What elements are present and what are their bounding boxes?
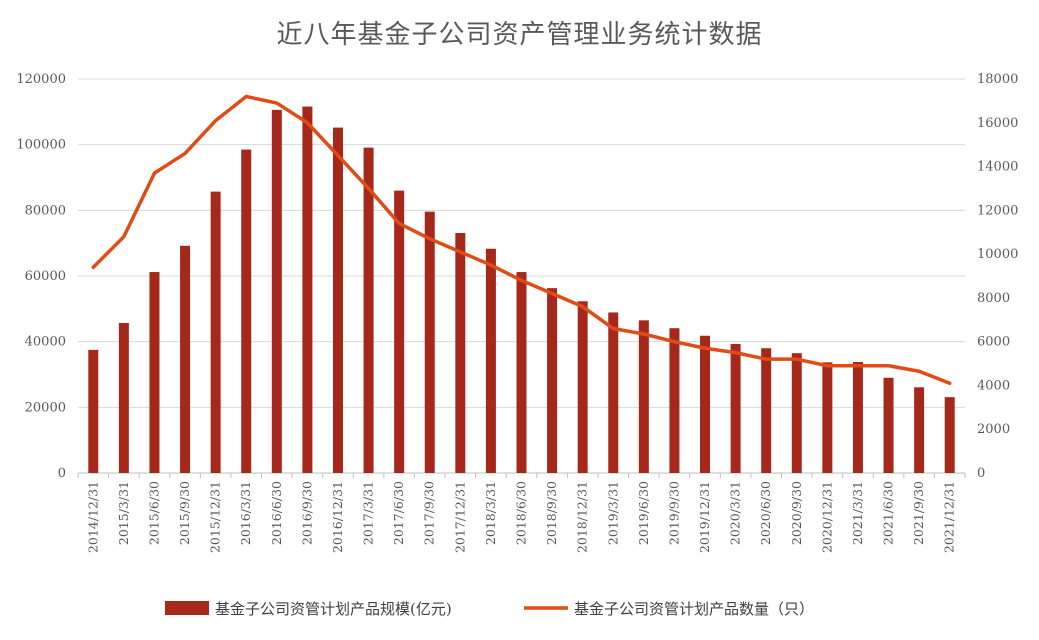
y-right-tick-label: 18000	[977, 72, 1018, 87]
bar	[332, 127, 343, 474]
bar	[577, 301, 588, 473]
bar	[241, 149, 252, 473]
y-left-tick-label: 80000	[25, 203, 66, 218]
x-tick-label: 2014/12/31	[85, 481, 100, 553]
x-tick-label: 2015/3/31	[116, 481, 131, 545]
bar	[455, 232, 466, 473]
x-tick-label: 2021/6/30	[881, 481, 896, 545]
y-left-tick-label: 120000	[16, 72, 66, 87]
bar	[883, 377, 894, 473]
bar	[424, 211, 435, 473]
legend-label-line: 基金子公司资管计划产品数量（只）	[574, 600, 814, 618]
x-tick-label: 2018/6/30	[514, 481, 529, 545]
bar	[914, 387, 925, 473]
bar	[180, 245, 191, 473]
x-tick-label: 2016/3/31	[238, 481, 253, 545]
legend-label-bar: 基金子公司资管计划产品规模(亿元)	[215, 600, 452, 618]
x-tick-label: 2021/12/31	[942, 481, 957, 553]
x-tick-label: 2017/3/31	[361, 481, 376, 545]
x-tick-label: 2018/3/31	[483, 481, 498, 545]
y-right-tick-label: 16000	[977, 116, 1018, 131]
x-tick-label: 2017/12/31	[452, 481, 467, 553]
x-tick-label: 2017/9/30	[422, 481, 437, 545]
y-left-tick-label: 40000	[25, 335, 66, 350]
bar	[363, 147, 374, 473]
y-right-tick-label: 2000	[977, 422, 1010, 437]
x-tick-label: 2015/12/31	[208, 481, 223, 553]
legend-swatch-bar	[165, 601, 209, 615]
y-right-tick-label: 6000	[977, 335, 1010, 350]
bar	[944, 397, 955, 473]
x-tick-label: 2021/9/30	[911, 481, 926, 545]
bar	[761, 348, 772, 473]
x-tick-label: 2016/12/31	[330, 481, 345, 553]
x-tick-label: 2017/6/30	[391, 481, 406, 545]
bar	[516, 272, 527, 473]
bar	[271, 109, 282, 473]
x-tick-label: 2019/6/30	[636, 481, 651, 545]
x-tick-label: 2016/9/30	[299, 481, 314, 545]
x-tick-label: 2019/3/31	[605, 481, 620, 545]
x-tick-label: 2018/12/31	[575, 481, 590, 553]
x-tick-label: 2019/12/31	[697, 481, 712, 553]
bar	[210, 191, 221, 473]
bar	[302, 106, 313, 473]
chart-title: 近八年基金子公司资产管理业务统计数据	[276, 20, 763, 50]
x-tick-label: 2021/3/31	[850, 481, 865, 545]
bar	[700, 335, 711, 473]
bar	[118, 322, 129, 473]
y-left-tick-label: 0	[58, 466, 66, 481]
x-tick-label: 2020/6/30	[758, 481, 773, 545]
bar	[638, 320, 649, 473]
bar	[608, 312, 619, 473]
bar	[88, 349, 99, 473]
y-left-tick-label: 100000	[16, 138, 66, 153]
bar	[730, 343, 741, 473]
y-right-tick-label: 10000	[977, 247, 1018, 262]
line-series	[91, 94, 952, 386]
bar	[791, 353, 802, 473]
y-left-tick-label: 60000	[25, 269, 66, 284]
x-tick-label: 2015/6/30	[146, 481, 161, 545]
x-tick-label: 2020/12/31	[819, 481, 834, 553]
x-tick-label: 2020/9/30	[789, 481, 804, 545]
x-tick-label: 2015/9/30	[177, 481, 192, 545]
bar	[149, 272, 160, 473]
x-tick-label: 2016/6/30	[269, 481, 284, 545]
bar	[822, 362, 833, 473]
bar	[547, 288, 558, 473]
bar	[852, 362, 863, 473]
bar	[485, 248, 496, 473]
y-right-tick-label: 0	[977, 466, 985, 481]
bar	[394, 190, 405, 473]
y-right-tick-label: 4000	[977, 378, 1010, 393]
bar	[669, 328, 680, 473]
y-right-tick-label: 8000	[977, 291, 1010, 306]
x-tick-label: 2018/9/30	[544, 481, 559, 545]
y-right-tick-label: 12000	[977, 203, 1018, 218]
x-tick-label: 2019/9/30	[666, 481, 681, 545]
y-left-tick-label: 20000	[25, 400, 66, 415]
y-right-tick-label: 14000	[977, 160, 1018, 175]
x-tick-label: 2020/3/31	[728, 481, 743, 545]
